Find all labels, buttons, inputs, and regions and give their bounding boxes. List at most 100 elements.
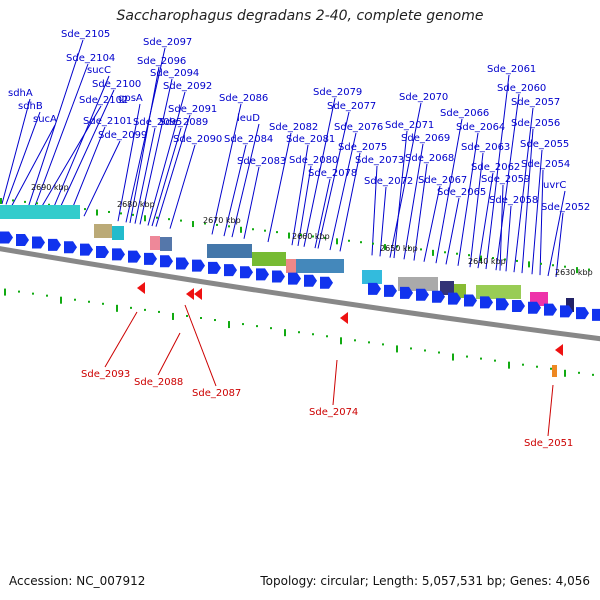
leader-line-sde-2088 (157, 332, 181, 376)
gene-label-sde-2063: Sde_2063 (461, 142, 510, 153)
tick-upper (132, 213, 134, 216)
gene-label-sde-2064: Sde_2064 (456, 122, 505, 133)
leader-line-sde-2068 (413, 163, 428, 261)
leader-line-gpsa (117, 103, 141, 222)
tick-lower (60, 296, 62, 304)
tick-lower (144, 308, 146, 311)
tick-upper (240, 226, 242, 233)
tick-lower (424, 349, 426, 352)
tick-upper (144, 215, 146, 222)
tick-lower (186, 314, 188, 317)
leader-line-sde-2099 (83, 140, 121, 217)
gene-label-sde-2051: Sde_2051 (524, 438, 573, 449)
leader-line-suca (11, 124, 56, 206)
gene-arrow-forward (272, 270, 285, 283)
tick-upper (492, 257, 494, 260)
leader-line-sde-2076 (329, 132, 357, 251)
tick-lower (438, 351, 440, 354)
tick-upper (420, 248, 422, 251)
leader-line-sde-2078 (314, 178, 331, 249)
tick-upper (348, 239, 350, 242)
tick-lower (298, 331, 300, 334)
tick-upper (228, 225, 230, 228)
tick-upper (204, 222, 206, 225)
leader-line-sde-2096 (129, 66, 160, 224)
tick-lower (550, 367, 552, 370)
gene-label-sde-2056: Sde_2056 (511, 118, 560, 129)
gene-label-sde-2077: Sde_2077 (327, 101, 376, 112)
tick-lower (410, 347, 412, 350)
gene-label-sde-2092: Sde_2092 (163, 81, 212, 92)
leader-line-sdhb (5, 111, 41, 205)
tick-upper (588, 268, 590, 271)
gene-label-gpsa: gpsA (118, 93, 143, 104)
leader-line-sde-2055 (531, 149, 543, 275)
gene-label-suca: sucA (33, 114, 57, 125)
gene-arrow-forward (48, 238, 61, 251)
accession-text: Accession: NC_007912 (9, 574, 146, 588)
cog-block (0, 205, 80, 219)
leader-line-sde-2058 (505, 205, 512, 272)
tick-lower (480, 357, 482, 360)
tick-upper (432, 249, 434, 256)
tick-upper (288, 232, 290, 239)
gene-label-sde-2081: Sde_2081 (286, 134, 335, 145)
gene-label-sde-2058: Sde_2058 (489, 195, 538, 206)
kbp-label-2640-kbp: 2640 kbp (468, 257, 506, 266)
gene-label-sde-2087: Sde_2087 (192, 388, 241, 399)
gene-label-sde-2072: Sde_2072 (364, 176, 413, 187)
gene-arrow-forward (208, 261, 221, 274)
tick-lower (270, 327, 272, 330)
gene-arrow-forward (304, 274, 317, 287)
leader-line-succ (51, 75, 110, 212)
kbp-label-2650-kbp: 2650 kbp (380, 244, 418, 253)
gene-label-sde-2075: Sde_2075 (338, 142, 387, 153)
tick-lower (564, 369, 566, 377)
leader-line-sde-2089 (151, 127, 182, 227)
cog-block (207, 244, 252, 258)
gene-label-sde-2088: Sde_2088 (134, 377, 183, 388)
leader-line-sde-2060 (495, 93, 520, 271)
tick-lower (228, 321, 230, 329)
gene-arrow-forward (224, 264, 237, 277)
tick-lower (494, 359, 496, 362)
tick-lower (452, 353, 454, 361)
gene-arrow-forward (240, 266, 253, 279)
gene-label-sde-2065: Sde_2065 (437, 187, 486, 198)
tick-upper (84, 208, 86, 211)
gene-arrow-forward (368, 282, 381, 295)
tick-upper (384, 244, 386, 251)
gene-arrow-forward (288, 272, 301, 285)
leader-line-sde-2077 (317, 111, 350, 249)
gene-label-sde-2089: Sde_2089 (159, 117, 208, 128)
gene-arrow-forward (16, 234, 29, 247)
tick-lower (326, 335, 328, 338)
tick-upper (408, 246, 410, 249)
leader-line-sde-2065 (445, 197, 460, 265)
tick-lower (88, 300, 90, 303)
tick-upper (156, 216, 158, 219)
tick-lower (466, 355, 468, 358)
gene-arrow-forward (448, 292, 461, 305)
leader-line-sde-2094 (139, 78, 173, 225)
tick-upper (96, 209, 98, 216)
leader-line-sde-2073 (371, 165, 378, 256)
tick-upper (0, 198, 2, 204)
tick-lower (396, 345, 398, 353)
forward-gene-arrows (0, 231, 600, 321)
leader-line-sde-2092 (147, 91, 186, 226)
tick-lower (158, 310, 160, 313)
gene-label-sdhb: sdhB (18, 101, 43, 112)
tick-upper (12, 199, 14, 202)
leader-line-sde-2090 (169, 144, 196, 229)
gene-arrow-forward (560, 305, 573, 318)
leader-line-sde-2097 (125, 47, 166, 223)
gene-arrow-forward (320, 276, 333, 289)
gene-arrow-forward (416, 288, 429, 301)
tick-lower (130, 306, 132, 309)
gene-label-sde-2073: Sde_2073 (355, 155, 404, 166)
tick-upper (336, 238, 338, 245)
leader-line-sde-2062 (477, 172, 494, 269)
